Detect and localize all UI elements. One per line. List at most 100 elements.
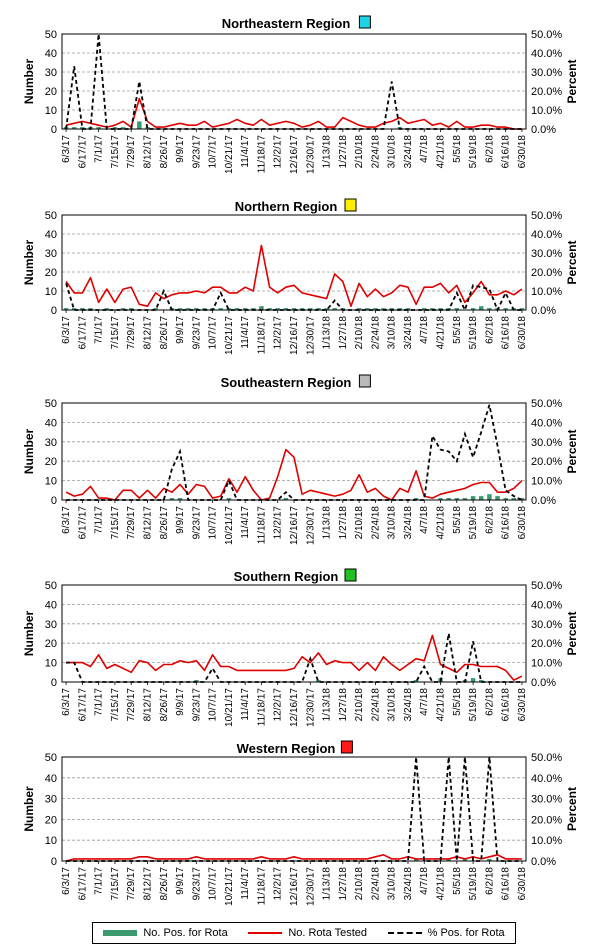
x-tick-label: 8/26/17	[159, 867, 170, 901]
tested-line	[65, 448, 523, 501]
x-tick-label: 6/30/18	[517, 867, 528, 901]
x-tick-label: 6/2/18	[484, 316, 495, 344]
y-axis-label: Number	[22, 429, 36, 475]
y2-tick-label: 0.0%	[531, 495, 556, 507]
x-tick-label: 1/13/18	[322, 867, 333, 901]
positive-bar	[218, 308, 223, 310]
y-tick-label: 40	[45, 48, 57, 60]
chart-title: Northern Region	[235, 199, 338, 214]
y2-tick-label: 20.0%	[531, 456, 562, 468]
y-tick-label: 20	[45, 456, 57, 468]
x-tick-label: 3/24/18	[403, 688, 414, 722]
title-color-swatch	[358, 374, 371, 388]
x-tick-label: 7/1/17	[94, 506, 105, 534]
x-tick-label: 12/30/17	[305, 135, 316, 174]
x-tick-label: 1/27/18	[338, 316, 349, 350]
y2-tick-label: 20.0%	[531, 638, 562, 650]
y2-axis-label: Percent	[565, 787, 579, 831]
x-tick-label: 11/18/17	[256, 867, 267, 906]
y-tick-label: 10	[45, 286, 57, 298]
x-tick-label: 12/2/17	[273, 135, 284, 169]
positive-bar	[234, 308, 240, 310]
y-tick-label: 50	[45, 398, 57, 410]
y2-tick-label: 50.0%	[531, 752, 562, 764]
x-tick-label: 6/2/18	[484, 867, 495, 895]
positive-bar	[487, 308, 492, 310]
y-tick-label: 30	[45, 437, 57, 449]
x-tick-label: 2/24/18	[370, 688, 381, 722]
positive-bar	[226, 308, 232, 310]
x-tick-label: 6/30/18	[517, 506, 528, 540]
y-tick-label: 0	[51, 856, 57, 868]
x-tick-label: 6/3/17	[61, 135, 72, 163]
x-tick-label: 12/2/17	[273, 867, 284, 901]
positive-bar	[495, 496, 500, 500]
y2-axis-label: Percent	[565, 611, 579, 655]
positive-bar	[308, 308, 313, 310]
positive-bar	[104, 308, 110, 310]
x-tick-label: 7/29/17	[126, 135, 137, 169]
chart-title: Southern Region	[234, 569, 339, 584]
x-tick-label: 4/7/18	[419, 506, 430, 534]
x-tick-label: 8/12/17	[142, 135, 153, 169]
y-tick-label: 20	[45, 86, 57, 98]
x-tick-label: 8/12/17	[142, 867, 153, 901]
positive-bar	[478, 680, 484, 682]
y2-tick-label: 30.0%	[531, 794, 562, 806]
positive-bar	[503, 308, 508, 310]
x-tick-label: 9/9/17	[175, 506, 186, 534]
x-tick-label: 10/21/17	[224, 135, 235, 174]
x-tick-label: 7/1/17	[94, 316, 105, 344]
y-tick-label: 10	[45, 658, 57, 670]
x-tick-label: 6/16/18	[501, 316, 512, 350]
chart-1: Northeastern Region 0 0.0% 10 10.0% 20 20.0% 30…	[22, 15, 579, 174]
x-tick-label: 5/19/18	[468, 867, 479, 901]
positive-bar	[430, 308, 435, 310]
positive-bar	[316, 680, 321, 682]
positive-bar	[63, 308, 69, 310]
positive-bar	[503, 498, 508, 500]
x-tick-label: 4/21/18	[436, 867, 447, 901]
tested-line	[65, 853, 522, 862]
x-tick-label: 6/17/17	[77, 688, 88, 722]
positive-bar	[446, 858, 451, 861]
legend-item-positive: No. Pos. for Rota	[103, 927, 228, 939]
x-tick-label: 10/7/17	[208, 135, 219, 169]
positive-bar	[153, 308, 158, 310]
x-tick-label: 6/3/17	[61, 867, 72, 895]
plot-frame	[61, 402, 527, 501]
x-tick-label: 11/4/17	[240, 316, 251, 349]
y2-tick-label: 0.0%	[531, 124, 556, 136]
legend-item-tested: No. Rota Tested	[248, 927, 367, 939]
positive-bar	[478, 496, 484, 500]
y-tick-label: 30	[45, 67, 57, 79]
positive-bar	[177, 498, 183, 500]
positive-bar	[397, 308, 403, 310]
x-tick-label: 7/29/17	[126, 506, 137, 540]
positive-bar	[389, 308, 394, 310]
positive-bar	[413, 498, 419, 500]
x-tick-label: 1/13/18	[322, 506, 333, 540]
chart-title: Northeastern Region	[222, 16, 351, 31]
x-tick-label: 6/30/18	[517, 316, 528, 350]
x-tick-label: 11/4/17	[240, 506, 251, 539]
y-tick-label: 20	[45, 814, 57, 826]
chart-4: Southern Region 0 0.0% 10 10.0% 20 20.0% 30 30.0…	[22, 568, 579, 727]
positive-bar	[316, 308, 321, 310]
positive-bar	[519, 498, 525, 500]
positive-bar	[299, 308, 305, 310]
x-tick-label: 5/5/18	[452, 688, 463, 716]
positive-bar	[120, 308, 126, 310]
x-tick-label: 4/21/18	[436, 316, 447, 350]
x-tick-label: 10/21/17	[224, 867, 235, 906]
x-tick-label: 4/21/18	[436, 506, 447, 540]
positive-bar	[80, 308, 85, 310]
y-tick-label: 10	[45, 105, 57, 117]
x-tick-label: 10/21/17	[224, 506, 235, 545]
title-color-swatch	[358, 15, 371, 29]
x-tick-label: 10/7/17	[208, 688, 219, 722]
y-tick-label: 0	[51, 495, 57, 507]
x-tick-label: 12/30/17	[305, 506, 316, 545]
y-tick-label: 50	[45, 752, 57, 764]
